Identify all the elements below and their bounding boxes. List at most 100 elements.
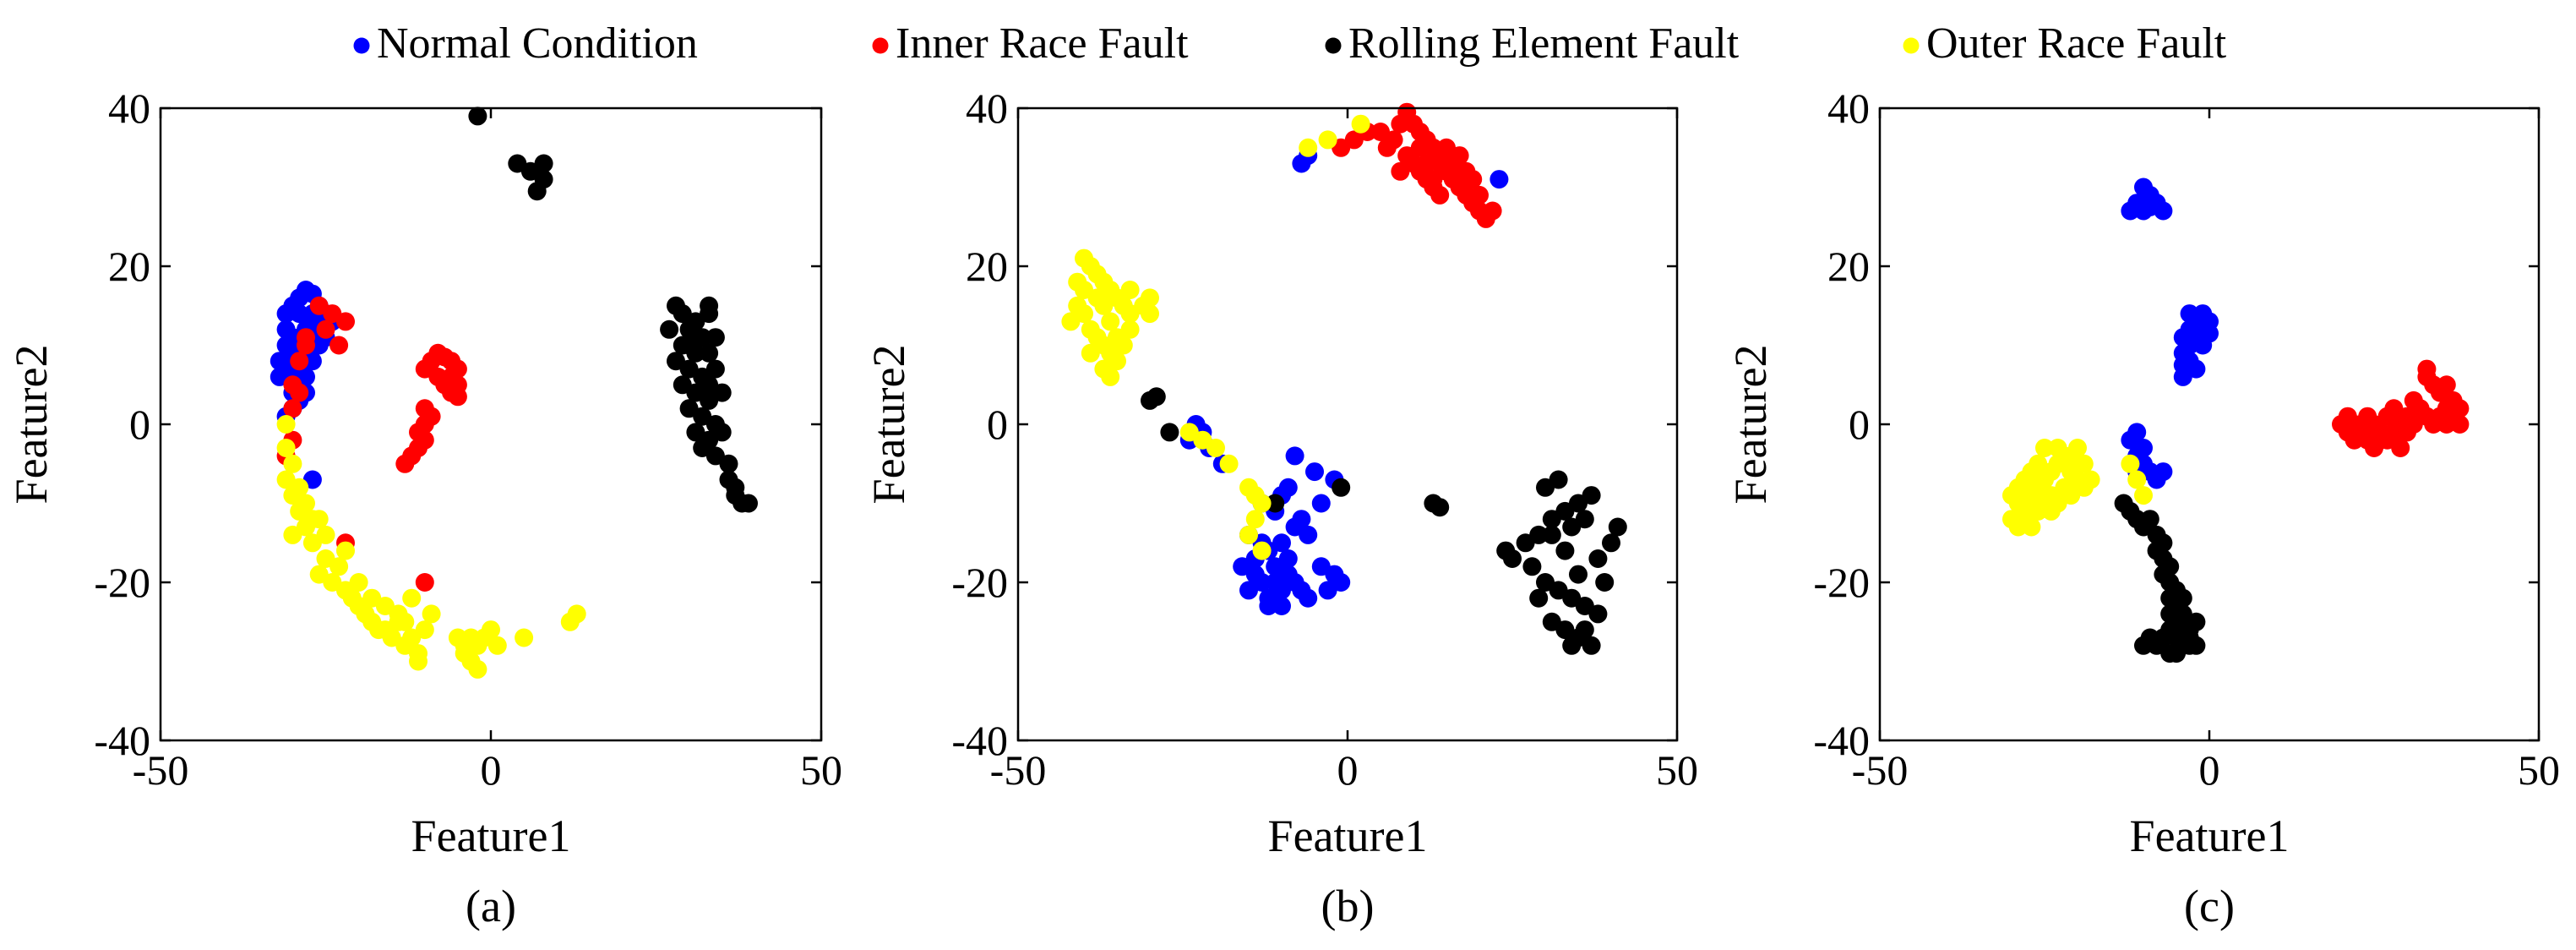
data-point <box>700 296 719 315</box>
y-tick-label: 20 <box>108 243 150 290</box>
data-point <box>283 399 302 418</box>
data-point <box>283 454 302 473</box>
data-point <box>1305 462 1324 482</box>
y-axis-label: Feature2 <box>1725 345 1776 505</box>
series-rolling-element-fault <box>468 106 758 513</box>
data-point <box>2450 415 2470 434</box>
data-point <box>2437 415 2456 434</box>
y-tick-label: 20 <box>966 243 1008 290</box>
data-point <box>1141 288 1159 308</box>
data-point <box>402 588 422 608</box>
data-point <box>415 620 434 640</box>
series-rolling-element-fault <box>2114 494 2206 663</box>
data-point <box>1318 130 1337 150</box>
data-point <box>2180 620 2199 640</box>
data-point <box>2048 439 2067 457</box>
data-point <box>455 636 474 655</box>
data-point <box>1272 597 1291 615</box>
data-point <box>487 636 507 655</box>
data-point <box>2022 517 2041 537</box>
data-point <box>482 620 500 640</box>
data-point <box>1101 312 1120 331</box>
data-point <box>1575 510 1594 529</box>
data-point <box>1087 288 1107 308</box>
data-point <box>448 387 467 407</box>
data-point <box>1075 304 1093 324</box>
panel-caption: (c) <box>2184 881 2235 931</box>
data-point <box>2167 644 2186 663</box>
data-point <box>1318 581 1337 600</box>
data-point <box>2187 636 2206 655</box>
x-tick-label: -50 <box>133 746 189 794</box>
data-point <box>1424 170 1443 189</box>
y-tick-label: -40 <box>1813 717 1870 764</box>
data-point <box>297 494 315 513</box>
legend: Normal Condition Inner Race Fault Rolling … <box>353 19 2227 68</box>
data-point <box>1555 541 1575 560</box>
x-tick-label: 0 <box>2199 746 2220 794</box>
data-point <box>1252 494 1272 513</box>
plot-area <box>270 106 758 679</box>
data-point <box>712 423 732 442</box>
series-inner-race-fault <box>276 296 467 592</box>
data-point <box>1430 498 1450 517</box>
data-point <box>1141 390 1159 410</box>
y-axis-label: Feature2 <box>6 345 57 505</box>
y-tick-label: -20 <box>94 559 150 606</box>
data-point <box>705 359 725 379</box>
data-point <box>705 328 725 347</box>
legend-item-rolling-element-fault: Rolling Element Fault <box>1325 19 1740 68</box>
data-point <box>336 541 355 560</box>
series-inner-race-fault <box>1332 102 1502 228</box>
data-point <box>1285 446 1304 466</box>
data-point <box>276 415 296 434</box>
data-point <box>1068 272 1087 292</box>
x-tick-label: -50 <box>990 746 1047 794</box>
series-normal-condition <box>2121 177 2219 489</box>
panel-caption: (a) <box>466 881 516 931</box>
data-point <box>1522 557 1542 576</box>
data-point <box>1278 549 1298 568</box>
data-point <box>1245 510 1265 529</box>
y-tick-label: 40 <box>1827 85 1870 132</box>
data-point <box>409 652 428 671</box>
legend-label: Normal Condition <box>377 19 698 68</box>
data-point <box>2061 486 2081 505</box>
data-point <box>2002 486 2021 505</box>
series-outer-race-fault <box>1061 114 1370 560</box>
y-tick-label: 0 <box>1849 401 1870 448</box>
scatter-panel-a: -50 0 50 -40 -20 0 20 40 Feature1 Feature2 (a) <box>6 85 842 931</box>
x-tick-label: 50 <box>2518 746 2560 794</box>
data-point <box>2008 517 2028 537</box>
series-outer-race-fault <box>276 415 586 679</box>
data-point <box>2068 439 2087 457</box>
data-point <box>2121 454 2140 473</box>
data-point <box>1351 114 1370 134</box>
data-point <box>700 343 719 363</box>
data-point <box>1141 304 1159 324</box>
data-point <box>1529 525 1549 544</box>
data-point <box>1259 597 1278 615</box>
data-point <box>290 352 309 371</box>
data-point <box>1206 439 1225 457</box>
data-point <box>2134 486 2153 505</box>
data-point <box>1450 146 1469 166</box>
data-point <box>316 319 335 339</box>
data-point <box>302 352 322 371</box>
y-tick-label: 40 <box>108 85 150 132</box>
data-point <box>1470 185 1489 205</box>
plot-area <box>1061 102 1627 655</box>
data-point <box>290 478 309 497</box>
data-point <box>2391 439 2410 457</box>
data-point <box>2134 636 2153 655</box>
data-point <box>1588 549 1608 568</box>
data-point <box>1463 170 1483 189</box>
data-point <box>1299 138 1318 157</box>
data-point <box>739 494 758 513</box>
legend-label: Outer Race Fault <box>1926 19 2227 68</box>
data-point <box>428 367 448 386</box>
data-point <box>1384 130 1403 150</box>
data-point <box>1608 517 1627 537</box>
data-point <box>1292 154 1311 173</box>
